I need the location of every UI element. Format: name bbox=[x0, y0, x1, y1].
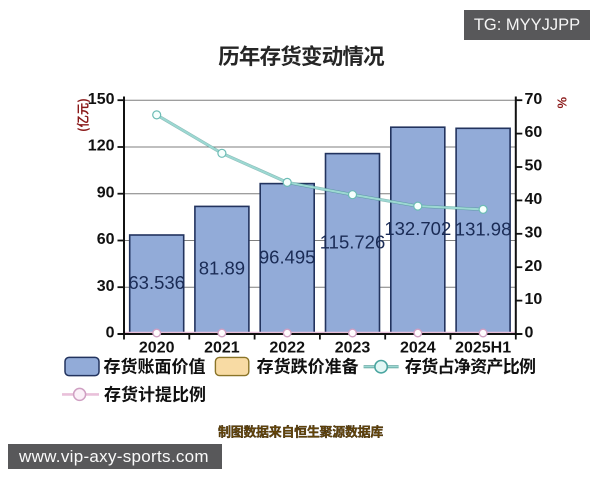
svg-text:131.98: 131.98 bbox=[455, 219, 512, 240]
svg-text:存货计提比例: 存货计提比例 bbox=[104, 380, 206, 405]
svg-text:制图数据来自恒生聚源数据库: 制图数据来自恒生聚源数据库 bbox=[218, 422, 383, 441]
svg-text:150: 150 bbox=[88, 91, 115, 108]
svg-text:30: 30 bbox=[97, 278, 115, 295]
svg-text:40: 40 bbox=[525, 191, 543, 208]
svg-text:20: 20 bbox=[525, 258, 543, 275]
svg-text:70: 70 bbox=[525, 91, 543, 108]
svg-text:115.726: 115.726 bbox=[320, 231, 386, 252]
svg-text:(亿元): (亿元) bbox=[74, 98, 92, 132]
svg-text:63.536: 63.536 bbox=[128, 272, 185, 293]
svg-text:%: % bbox=[555, 97, 570, 109]
svg-text:81.89: 81.89 bbox=[199, 258, 245, 279]
svg-text:30: 30 bbox=[525, 224, 543, 241]
svg-text:120: 120 bbox=[88, 138, 115, 155]
svg-text:存货账面价值: 存货账面价值 bbox=[104, 353, 206, 378]
svg-text:90: 90 bbox=[97, 184, 115, 201]
svg-text:60: 60 bbox=[97, 231, 115, 248]
svg-text:60: 60 bbox=[525, 124, 543, 141]
svg-text:2022: 2022 bbox=[269, 340, 305, 357]
svg-text:2024: 2024 bbox=[400, 340, 436, 357]
svg-text:132.702: 132.702 bbox=[384, 218, 451, 239]
svg-text:50: 50 bbox=[525, 158, 543, 175]
svg-text:96.495: 96.495 bbox=[259, 246, 316, 267]
svg-text:2021: 2021 bbox=[204, 340, 240, 357]
svg-text:历年存货变动情况: 历年存货变动情况 bbox=[218, 40, 385, 71]
svg-text:10: 10 bbox=[525, 291, 543, 308]
svg-text:0: 0 bbox=[525, 325, 534, 342]
svg-text:2023: 2023 bbox=[335, 340, 371, 357]
svg-text:存货占净资产比例: 存货占净资产比例 bbox=[405, 353, 535, 378]
svg-text:2020: 2020 bbox=[139, 340, 175, 357]
svg-text:0: 0 bbox=[106, 325, 115, 342]
svg-text:存货跌价准备: 存货跌价准备 bbox=[257, 353, 359, 378]
svg-text:2025H1: 2025H1 bbox=[455, 340, 511, 357]
